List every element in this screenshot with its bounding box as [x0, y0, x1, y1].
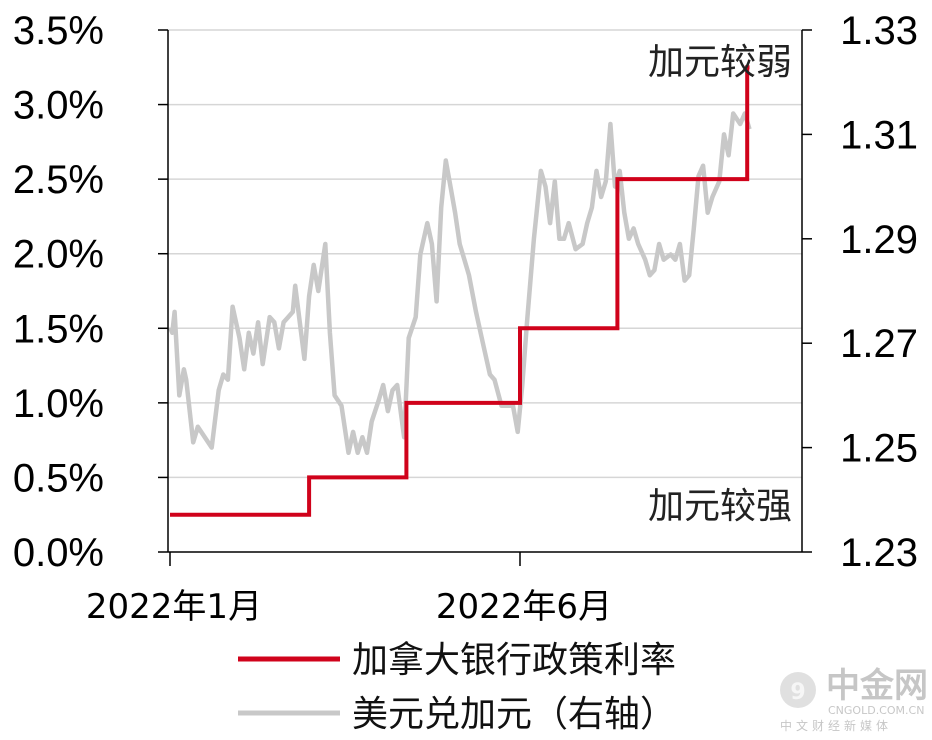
left-tick-label: 3.5%	[13, 9, 104, 53]
right-tick-label: 1.31	[840, 113, 918, 157]
watermark-logo-glyph: 9	[790, 680, 805, 705]
left-tick-label: 0.0%	[13, 531, 104, 575]
watermark-logo-icon	[780, 672, 816, 708]
right-tick-label: 1.23	[840, 531, 918, 575]
left-tick-label: 0.5%	[13, 456, 104, 500]
x-tick-label: 2022年1月	[86, 587, 262, 627]
left-axis-ticks: 3.5% 3.0% 2.5% 2.0% 1.5% 1.0% 0.5% 0.0%	[13, 9, 104, 575]
legend-label: 美元兑加元（右轴）	[352, 694, 676, 735]
gridlines	[168, 29, 802, 479]
axes	[158, 29, 803, 553]
series-layer	[167, 65, 752, 517]
right-tick-label: 1.29	[840, 218, 918, 262]
right-tick-label: 1.27	[840, 322, 918, 366]
usdcad-line	[167, 111, 752, 456]
watermark-name: 中金网	[826, 666, 928, 706]
left-tick-label: 2.0%	[13, 233, 104, 277]
x-tick-label: 2022年6月	[436, 587, 612, 627]
right-tick-label: 1.25	[840, 427, 918, 471]
policy-rate-line	[170, 65, 750, 517]
left-tick-label: 1.5%	[13, 307, 104, 351]
x-axis-ticks: 2022年1月 2022年6月	[86, 552, 612, 627]
watermark: 9 中金网 CNGOLD.COM.CN 中文财经新媒体	[780, 666, 928, 733]
right-tick-label: 1.33	[840, 9, 918, 53]
annotation-label: 加元较弱	[648, 42, 792, 83]
annotation-label: 加元较强	[648, 486, 792, 527]
watermark-domain: CNGOLD.COM.CN	[828, 704, 924, 717]
watermark-tagline: 中文财经新媒体	[780, 718, 892, 733]
left-tick-label: 1.0%	[13, 382, 104, 426]
right-axis-ticks: 1.33 1.31 1.29 1.27 1.25 1.23	[802, 9, 918, 575]
left-tick-label: 3.0%	[13, 84, 104, 128]
legend-label: 加拿大银行政策利率	[352, 640, 676, 681]
left-tick-label: 2.5%	[13, 158, 104, 202]
